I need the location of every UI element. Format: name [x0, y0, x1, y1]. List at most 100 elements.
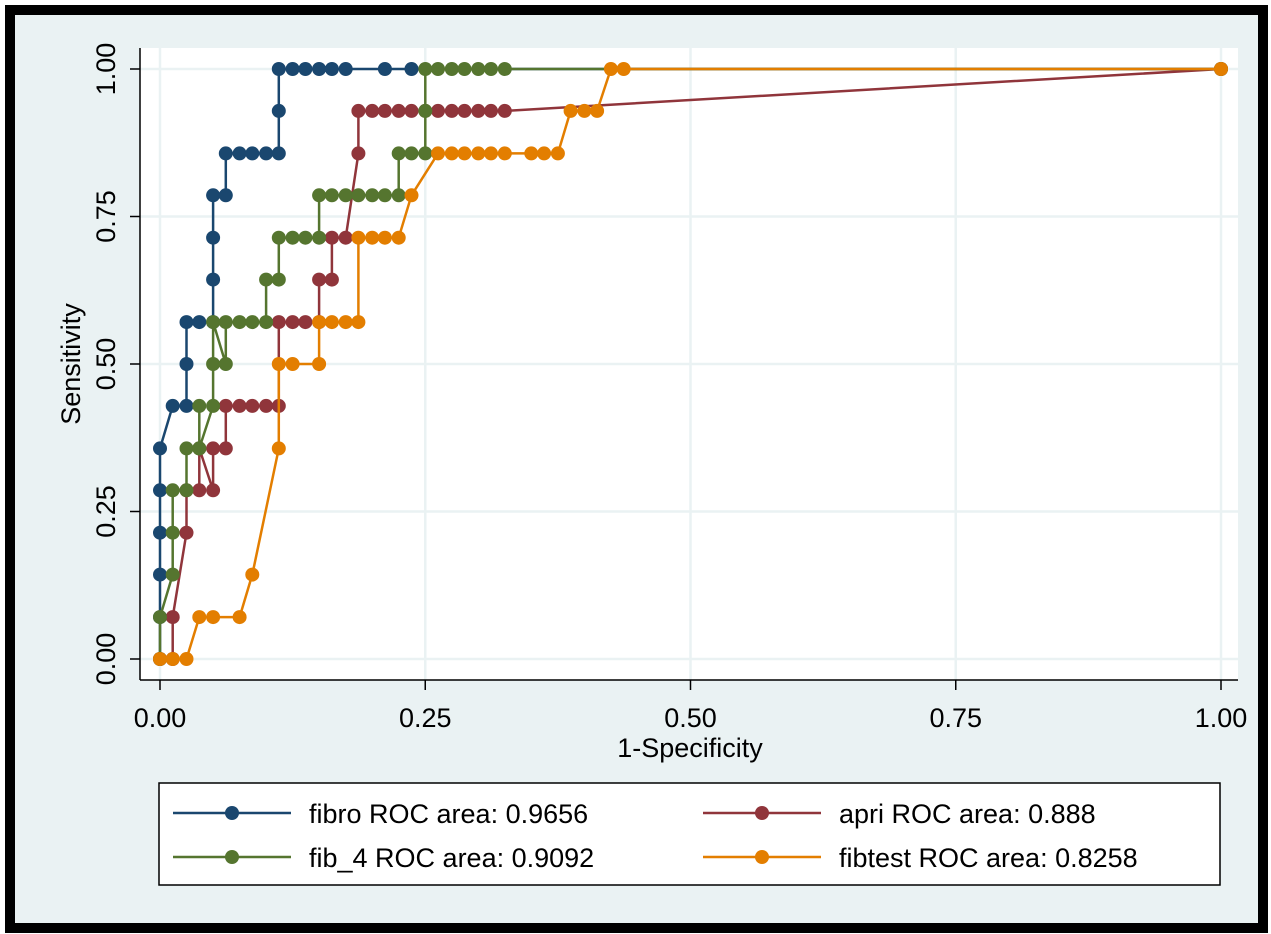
data-point — [192, 441, 207, 456]
data-point — [232, 315, 247, 330]
data-point — [245, 146, 260, 161]
data-point — [285, 62, 300, 76]
data-point — [165, 525, 180, 540]
data-point — [312, 272, 327, 287]
data-point — [616, 62, 631, 76]
data-point — [312, 188, 327, 203]
data-point — [153, 483, 167, 498]
data-point — [192, 398, 207, 413]
legend-item: fibro ROC area: 0.9656 — [173, 799, 588, 829]
data-point — [444, 146, 459, 161]
data-point — [298, 62, 313, 76]
data-point — [271, 146, 286, 161]
data-point — [312, 315, 327, 330]
series-3 — [153, 62, 1228, 666]
data-point — [232, 610, 247, 625]
data-point — [497, 146, 512, 161]
legend-item: fibtest ROC area: 0.8258 — [703, 843, 1138, 873]
data-point — [179, 357, 194, 371]
data-point — [377, 62, 392, 76]
data-point — [245, 398, 260, 413]
data-point — [1214, 62, 1228, 76]
data-point — [232, 146, 247, 161]
data-point — [218, 146, 233, 161]
data-point — [351, 146, 366, 161]
y-tick-label: 0.50 — [91, 338, 121, 391]
x-tick-label: 0.50 — [664, 703, 717, 733]
data-point — [271, 441, 286, 456]
data-point — [497, 103, 512, 118]
data-point — [377, 188, 392, 203]
data-point — [285, 315, 300, 330]
data-point — [312, 230, 327, 245]
data-point — [484, 62, 498, 76]
data-point — [444, 62, 459, 76]
data-point — [285, 230, 300, 245]
data-point — [377, 103, 392, 118]
data-point — [192, 483, 207, 498]
data-point — [298, 230, 313, 245]
legend: fibro ROC area: 0.9656 apri ROC area: 0.8… — [173, 799, 1138, 873]
data-point — [338, 62, 353, 76]
x-axis-label: 1-Specificity — [617, 733, 763, 763]
data-point — [206, 610, 221, 625]
data-point — [271, 62, 286, 76]
data-point — [206, 315, 221, 330]
data-point — [418, 62, 433, 76]
data-point — [418, 146, 433, 161]
data-point — [324, 188, 339, 203]
data-point — [179, 652, 194, 666]
data-point — [259, 272, 274, 287]
data-point — [550, 146, 565, 161]
data-point — [206, 398, 221, 413]
data-point — [271, 272, 286, 287]
data-point — [206, 357, 221, 371]
data-point — [391, 146, 406, 161]
data-point — [338, 230, 353, 245]
data-point — [218, 441, 233, 456]
legend-box — [158, 782, 1221, 886]
legend-label: apri ROC area: 0.888 — [839, 799, 1096, 829]
x-tick-label: 0.00 — [134, 703, 187, 733]
data-point — [179, 398, 194, 413]
data-point — [404, 188, 419, 203]
data-point — [418, 103, 433, 118]
data-point — [153, 441, 167, 456]
data-point — [484, 103, 498, 118]
data-point — [153, 525, 167, 540]
data-point — [471, 146, 486, 161]
data-point — [497, 62, 512, 76]
data-point — [351, 230, 366, 245]
data-point — [457, 62, 472, 76]
data-point — [590, 103, 605, 118]
data-point — [179, 441, 194, 456]
data-point — [179, 525, 194, 540]
data-point — [298, 315, 313, 330]
data-point — [245, 567, 260, 582]
data-point — [324, 315, 339, 330]
series-0 — [153, 62, 1228, 666]
data-point — [577, 103, 592, 118]
data-point — [245, 315, 260, 330]
data-point — [312, 357, 327, 371]
data-point — [365, 230, 380, 245]
data-point — [404, 62, 419, 76]
legend-marker — [225, 806, 239, 820]
data-point — [444, 103, 459, 118]
data-point — [192, 315, 207, 330]
data-point — [471, 103, 486, 118]
data-point — [271, 230, 286, 245]
data-point — [179, 483, 194, 498]
y-axis-label: Sensitivity — [56, 303, 86, 425]
data-point — [192, 610, 207, 625]
data-point — [271, 357, 286, 371]
y-tick-label: 0.75 — [91, 190, 121, 243]
data-point — [218, 188, 233, 203]
data-point — [537, 146, 552, 161]
data-point — [351, 315, 366, 330]
x-tick-label: 0.25 — [399, 703, 452, 733]
data-point — [271, 103, 286, 118]
data-point — [338, 188, 353, 203]
y-axis-ticks: 0.00 0.25 0.50 0.75 1.00 — [91, 43, 140, 685]
